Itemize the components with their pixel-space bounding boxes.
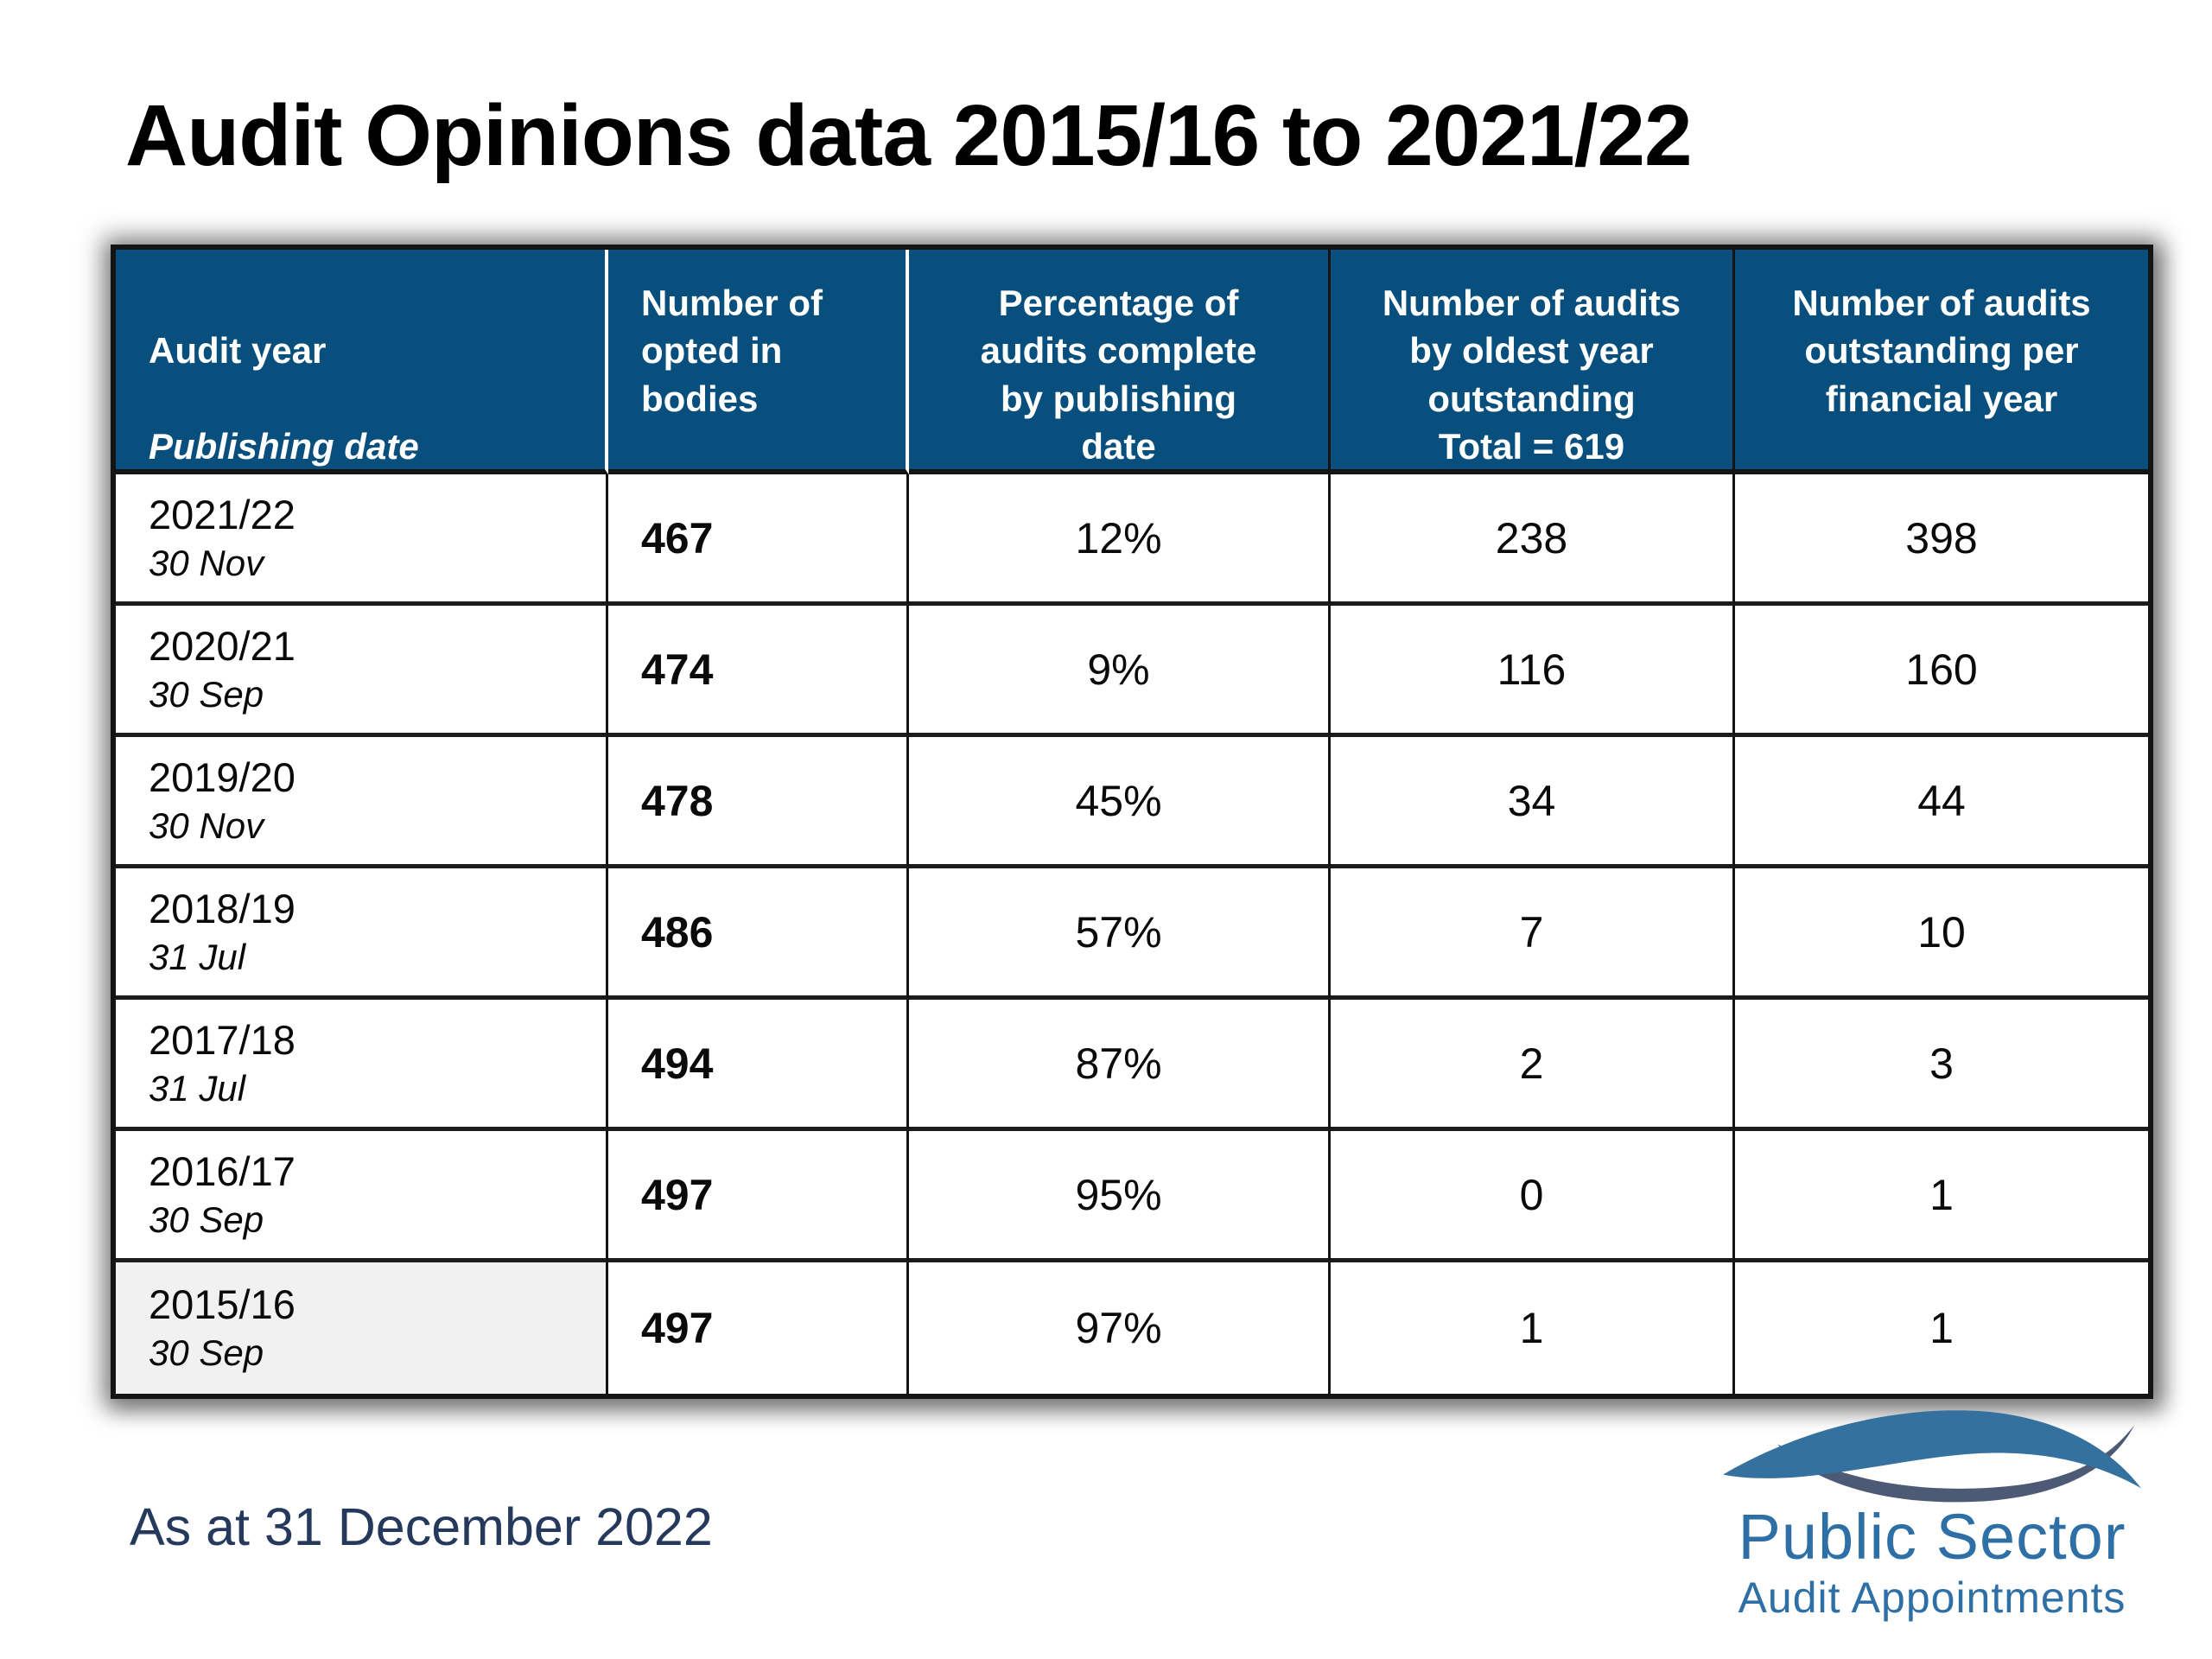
audit-year-value: 2021/22: [149, 491, 296, 537]
header-publishing-date-label: Publishing date: [149, 426, 419, 467]
table-row-2019-20-year-cell: 2019/20 30 Nov: [116, 737, 608, 868]
publishing-date-value: 30 Nov: [149, 542, 264, 583]
page-title: Audit Opinions data 2015/16 to 2021/22: [125, 87, 1693, 184]
percent-complete-value: 97%: [909, 1262, 1331, 1394]
table-row-2018-19-year-cell: 2018/19 31 Jul: [116, 868, 608, 1000]
oldest-outstanding-value: 238: [1331, 474, 1735, 606]
percent-complete-value: 12%: [909, 474, 1331, 606]
oldest-outstanding-value: 34: [1331, 737, 1735, 868]
percent-complete-value: 45%: [909, 737, 1331, 868]
opted-in-bodies-value: 486: [608, 868, 909, 1000]
opted-in-bodies-value: 497: [608, 1262, 909, 1394]
outstanding-per-year-value: 3: [1735, 1000, 2148, 1131]
header-cell-oldest-outstanding: Number of audits by oldest year outstand…: [1331, 250, 1735, 474]
logo-audit-appointments-text: Audit Appointments: [1738, 1573, 2126, 1622]
outstanding-per-year-value: 44: [1735, 737, 2148, 868]
audit-year-value: 2017/18: [149, 1016, 296, 1063]
as-at-date-footnote: As at 31 December 2022: [130, 1497, 713, 1556]
logo-public-sector-text: Public Sector: [1738, 1501, 2126, 1573]
outstanding-per-year-value: 160: [1735, 606, 2148, 737]
percent-complete-value: 87%: [909, 1000, 1331, 1131]
opted-in-bodies-value: 494: [608, 1000, 909, 1131]
table-row-2016-17-year-cell: 2016/17 30 Sep: [116, 1131, 608, 1262]
opted-in-bodies-value: 474: [608, 606, 909, 737]
oldest-outstanding-value: 116: [1331, 606, 1735, 737]
psaa-logo: Public Sector Audit Appointments: [1713, 1402, 2152, 1622]
percent-complete-value: 95%: [909, 1131, 1331, 1262]
audit-year-value: 2019/20: [149, 753, 296, 800]
table-row-2015-16-year-cell: 2015/16 30 Sep: [116, 1262, 608, 1394]
publishing-date-value: 31 Jul: [149, 936, 246, 977]
table-row-2020-21-year-cell: 2020/21 30 Sep: [116, 606, 608, 737]
audit-year-value: 2015/16: [149, 1281, 296, 1328]
publishing-date-value: 30 Nov: [149, 804, 264, 846]
audit-year-value: 2018/19: [149, 885, 296, 931]
publishing-date-value: 30 Sep: [149, 673, 264, 715]
percent-complete-value: 9%: [909, 606, 1331, 737]
publishing-date-value: 31 Jul: [149, 1067, 246, 1109]
wave-swoosh-icon: [1713, 1402, 2152, 1503]
header-audit-year-label: Audit year: [149, 330, 327, 372]
audit-year-value: 2020/21: [149, 622, 296, 669]
header-cell-opted-in-bodies: Number of opted in bodies: [608, 250, 909, 474]
outstanding-per-year-value: 1: [1929, 1304, 1954, 1352]
oldest-outstanding-value: 2: [1331, 1000, 1735, 1131]
opted-in-bodies-value: 497: [608, 1131, 909, 1262]
audit-year-value: 2016/17: [149, 1147, 296, 1194]
percent-complete-value: 57%: [909, 868, 1331, 1000]
header-cell-percent-complete: Percentage of audits complete by publish…: [909, 250, 1331, 474]
oldest-outstanding-value: 1: [1331, 1262, 1735, 1394]
outstanding-per-year-value: 10: [1735, 868, 2148, 1000]
header-cell-audit-year: Audit year Publishing date: [116, 250, 608, 474]
publishing-date-value: 30 Sep: [149, 1332, 264, 1374]
table-row-2021-22-year-cell: 2021/22 30 Nov: [116, 474, 608, 606]
table-row-2017-18-year-cell: 2017/18 31 Jul: [116, 1000, 608, 1131]
publishing-date-value: 30 Sep: [149, 1198, 264, 1240]
oldest-outstanding-value: 0: [1331, 1131, 1735, 1262]
audit-opinions-table: Audit year Publishing date Number of opt…: [111, 245, 2153, 1399]
opted-in-bodies-value: 467: [608, 474, 909, 606]
opted-in-bodies-value: 478: [608, 737, 909, 868]
oldest-outstanding-value: 7: [1331, 868, 1735, 1000]
outstanding-per-year-value: 1: [1735, 1131, 2148, 1262]
header-cell-outstanding-per-year: Number of audits outstanding per financi…: [1735, 250, 2148, 474]
outstanding-per-year-value: 398: [1735, 474, 2148, 606]
